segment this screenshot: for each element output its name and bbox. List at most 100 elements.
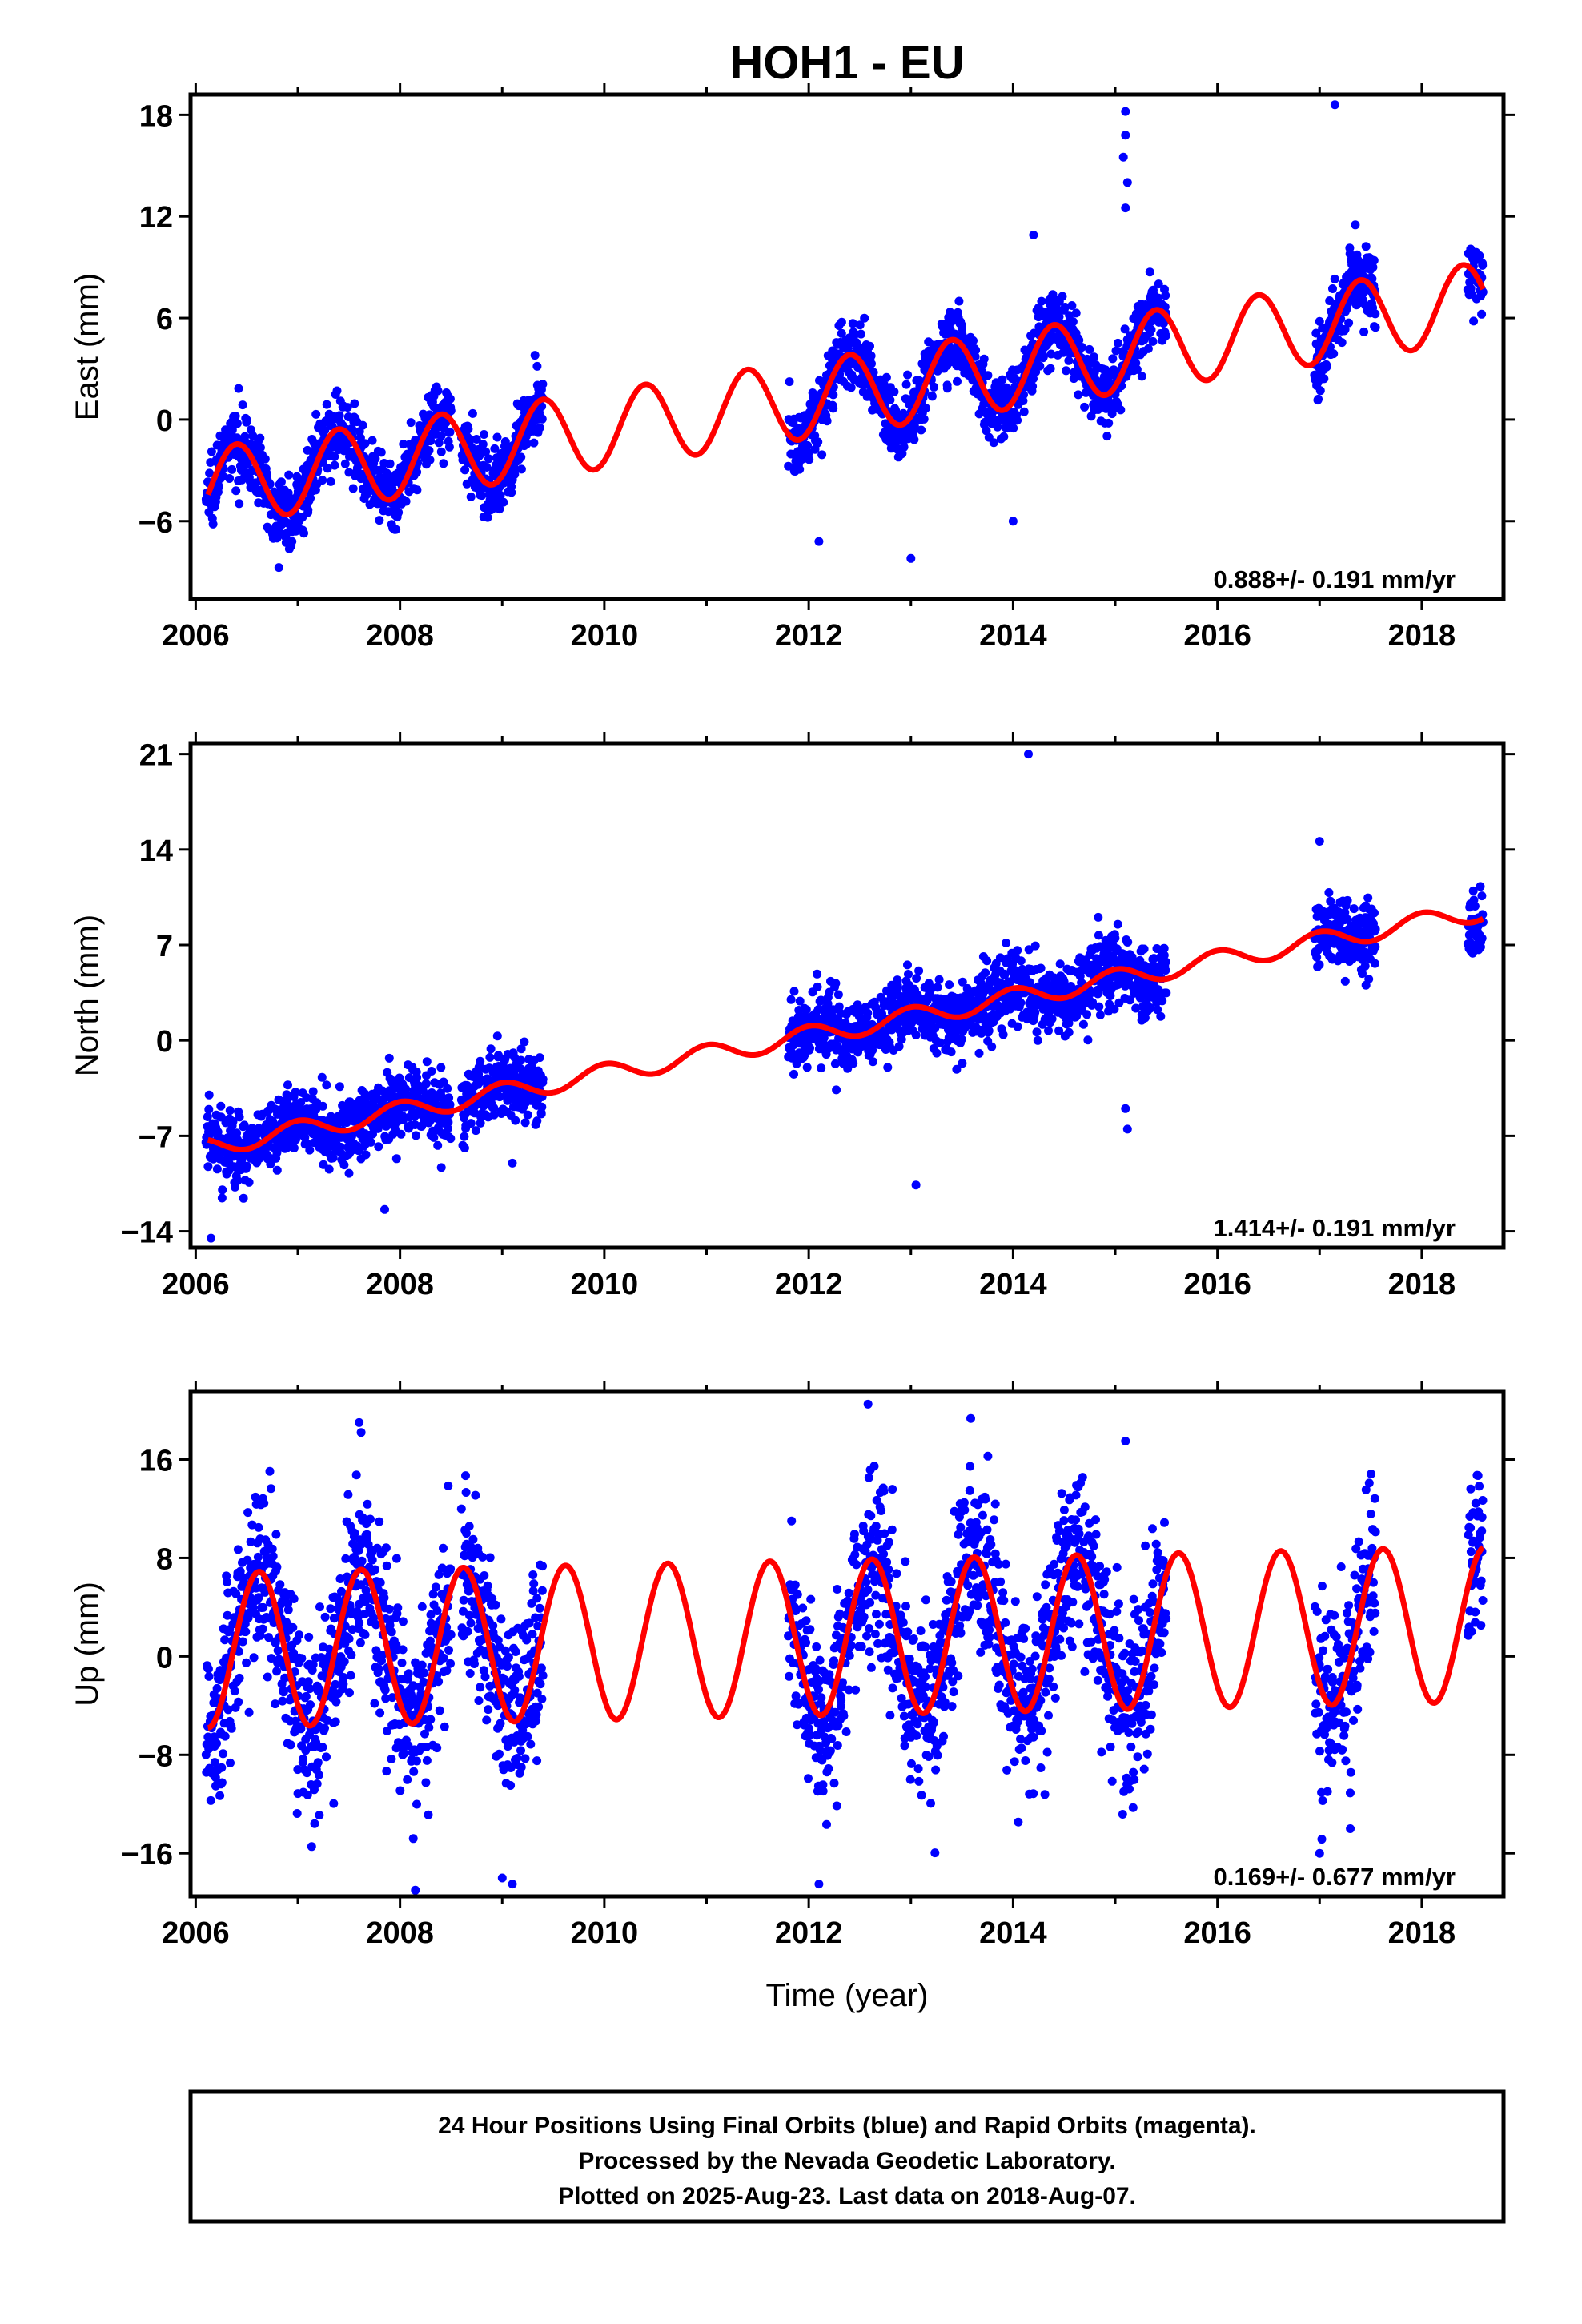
data-point — [1114, 338, 1122, 348]
data-point-outlier — [380, 1204, 389, 1214]
data-point — [231, 412, 240, 420]
data-point — [230, 1687, 239, 1696]
data-point — [945, 980, 954, 990]
data-point — [1158, 996, 1167, 1006]
data-point — [227, 1723, 236, 1733]
data-point — [1095, 1011, 1105, 1019]
data-point — [1074, 336, 1084, 345]
data-point — [789, 1069, 798, 1079]
data-point — [283, 1598, 293, 1608]
data-point — [376, 448, 386, 457]
data-point — [228, 1116, 238, 1126]
data-point — [1075, 971, 1085, 981]
data-point — [1369, 255, 1379, 265]
data-point — [1132, 364, 1142, 374]
data-point — [367, 436, 377, 445]
x-tick-label: 2012 — [775, 619, 843, 653]
data-point — [846, 383, 856, 392]
data-point — [223, 1705, 233, 1715]
data-point — [927, 392, 937, 401]
data-point — [1002, 939, 1011, 947]
y-tick-label: −14 — [122, 1216, 173, 1250]
data-point — [1370, 959, 1379, 968]
x-tick-label: 2006 — [162, 619, 230, 653]
data-point — [953, 376, 962, 386]
data-point — [274, 563, 283, 573]
data-point — [323, 464, 332, 473]
data-point — [368, 1129, 377, 1139]
data-point — [318, 476, 327, 485]
data-point — [917, 425, 926, 435]
data-point — [1329, 349, 1339, 359]
data-point — [286, 1740, 295, 1750]
data-point — [830, 1059, 840, 1068]
data-point — [969, 336, 978, 345]
data-point — [1319, 374, 1329, 384]
data-point — [914, 966, 924, 975]
data-point — [384, 1053, 394, 1063]
data-point — [213, 1127, 223, 1136]
data-point — [297, 1654, 307, 1663]
data-point — [216, 1101, 226, 1111]
data-point — [1032, 1027, 1042, 1037]
data-point — [1054, 1026, 1064, 1035]
data-point — [998, 375, 1007, 384]
data-point — [1123, 937, 1133, 947]
data-point — [805, 1043, 815, 1053]
data-point — [215, 1791, 225, 1800]
data-point — [231, 486, 241, 496]
data-point — [233, 1545, 243, 1554]
data-point — [801, 1005, 811, 1015]
data-point — [267, 1484, 275, 1494]
data-point-outlier — [1122, 1124, 1132, 1134]
data-point — [832, 1085, 841, 1095]
data-point — [251, 1492, 260, 1502]
data-point — [350, 399, 359, 408]
data-point — [1013, 946, 1022, 955]
data-point — [308, 1087, 318, 1096]
data-point — [426, 436, 436, 446]
data-point — [1156, 1011, 1166, 1021]
data-point — [444, 442, 454, 452]
data-point — [434, 438, 444, 448]
data-point — [974, 1048, 984, 1058]
data-point — [361, 1150, 371, 1160]
data-point — [1478, 910, 1488, 919]
data-point — [529, 438, 539, 448]
data-point — [909, 435, 919, 444]
data-point — [332, 386, 342, 396]
data-point — [1111, 346, 1121, 356]
panels: 2006 2008 2010 2012 2014 2016 2018181260−6East… — [70, 83, 1515, 1950]
x-tick-label: 2010 — [571, 1268, 639, 1301]
x-tick-label: 2010 — [571, 619, 639, 653]
data-point — [444, 1117, 453, 1127]
data-point — [310, 1819, 319, 1828]
data-point — [784, 461, 793, 471]
data-point — [829, 390, 838, 400]
data-point — [1161, 291, 1170, 300]
data-point — [322, 400, 331, 409]
data-point-outlier — [1330, 100, 1339, 110]
data-point — [1140, 1013, 1150, 1023]
data-point — [1146, 1003, 1155, 1013]
data-point — [516, 464, 526, 474]
east-model-curve — [205, 262, 1486, 518]
data-point — [265, 1466, 275, 1476]
data-point — [863, 1008, 873, 1018]
data-point-outlier — [1121, 107, 1130, 116]
data-point — [532, 1116, 542, 1126]
data-point — [272, 1667, 282, 1676]
data-point — [921, 404, 930, 413]
data-point — [860, 313, 869, 323]
data-point — [1360, 961, 1370, 971]
data-point — [1028, 382, 1038, 391]
data-point — [476, 1056, 485, 1066]
data-point — [1065, 311, 1074, 320]
north-rate-label: 1.414+/- 0.191 mm/yr — [1214, 1214, 1456, 1242]
data-point — [993, 422, 1002, 432]
data-point — [1082, 1010, 1092, 1019]
data-point — [868, 1057, 877, 1067]
data-point — [1475, 251, 1484, 260]
data-point — [899, 442, 909, 452]
data-point — [1326, 896, 1335, 906]
